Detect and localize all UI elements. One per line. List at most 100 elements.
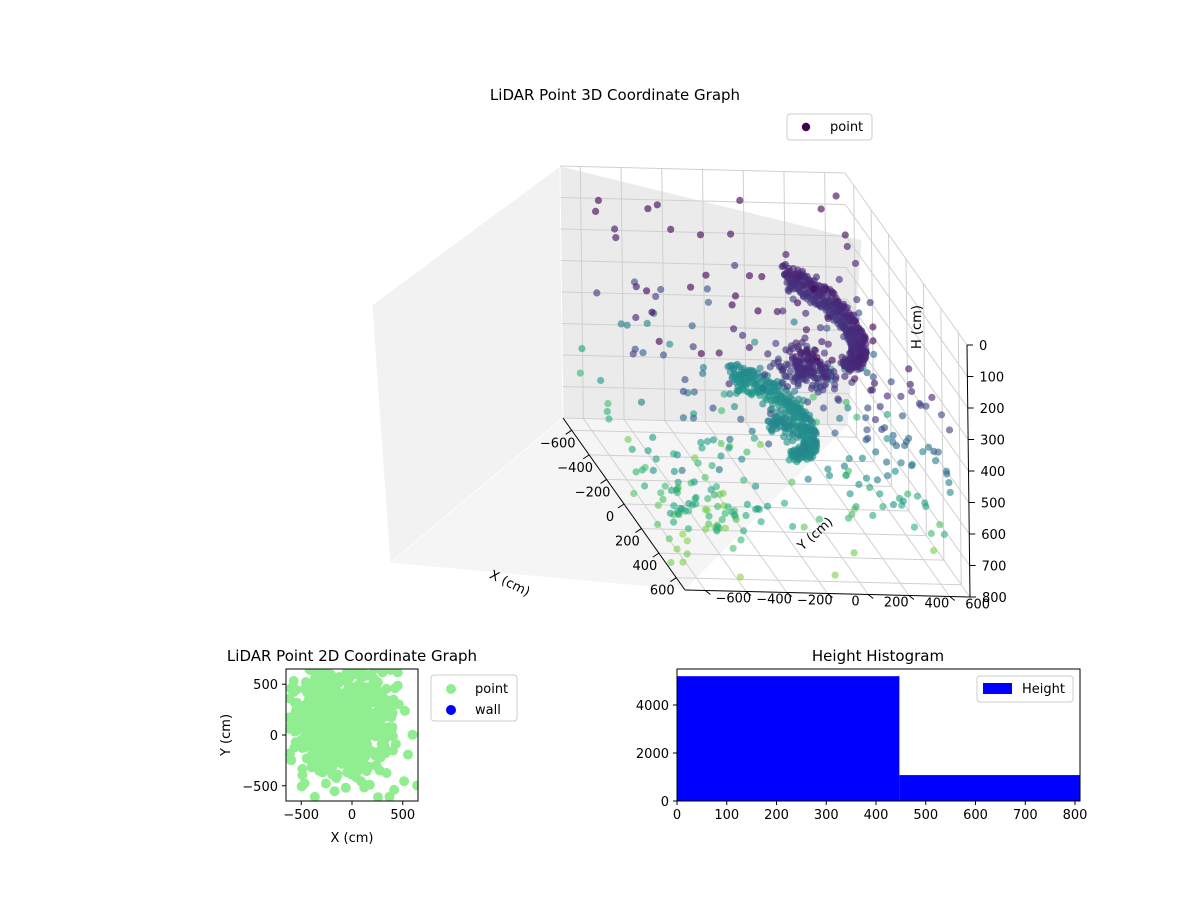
- point-3d: [946, 488, 954, 496]
- point-3d: [659, 495, 667, 503]
- point-3d: [670, 467, 679, 475]
- point-2d: [331, 747, 342, 758]
- point-3d: [925, 443, 933, 451]
- point-3d: [767, 419, 775, 427]
- point-3d: [704, 495, 712, 503]
- y-tick-label-2d: 500: [253, 678, 278, 693]
- points-2d: [286, 669, 418, 801]
- point-2d: [296, 781, 307, 792]
- point-3d: [779, 379, 787, 387]
- point-3d: [810, 285, 818, 293]
- point-3d: [673, 451, 681, 459]
- x-tick-label-2d: 0: [348, 808, 356, 823]
- point-3d: [917, 401, 925, 409]
- point-3d: [628, 445, 636, 453]
- point-3d: [892, 442, 901, 450]
- point-3d: [604, 400, 612, 408]
- point-3d: [867, 386, 875, 394]
- point-3d: [818, 338, 826, 346]
- point-3d: [765, 440, 773, 448]
- point-3d: [759, 400, 767, 408]
- point-3d: [820, 349, 829, 357]
- point-2d: [320, 699, 331, 710]
- point-3d: [841, 231, 849, 239]
- point-3d: [704, 298, 713, 306]
- point-2d: [288, 676, 299, 686]
- point-3d: [667, 558, 675, 567]
- y-tick-mark-3d: [827, 593, 833, 598]
- point-2d: [359, 741, 370, 752]
- point-2d: [349, 735, 360, 746]
- point-2d: [403, 749, 413, 760]
- point-3d: [832, 373, 840, 381]
- point-3d: [883, 458, 891, 466]
- point-3d: [751, 338, 759, 346]
- point-2d: [327, 720, 338, 731]
- histogram-ticks: 0 100 200 300 400 500 600 700 800 0 2000 4000: [636, 699, 1088, 823]
- point-3d: [869, 337, 877, 345]
- point-3d: [661, 482, 669, 490]
- point-3d: [878, 425, 886, 433]
- point-3d: [802, 309, 810, 317]
- point-3d: [715, 466, 723, 474]
- point-3d: [922, 402, 930, 410]
- x-tick-label-hist: 800: [1063, 808, 1088, 823]
- point-3d: [891, 467, 899, 475]
- z-tick-label-3d: 100: [979, 371, 1004, 386]
- grid-line-z: [561, 323, 847, 331]
- point-3d: [785, 361, 793, 369]
- point-3d: [838, 353, 846, 361]
- point-2d: [392, 669, 403, 678]
- legend-3d: point: [786, 113, 873, 141]
- grid-line-y: [623, 419, 747, 592]
- point-3d: [855, 480, 863, 488]
- point-3d: [736, 573, 745, 581]
- point-3d: [745, 343, 754, 352]
- chart-histogram: Height Histogram 0 100 200 300 400 500 600 700 8…: [636, 647, 1088, 823]
- point-3d: [714, 523, 722, 531]
- point-3d: [852, 503, 860, 511]
- point-2d: [362, 730, 373, 741]
- point-3d: [800, 523, 808, 531]
- point-3d: [841, 372, 849, 380]
- point-3d: [748, 427, 756, 435]
- point-3d: [945, 426, 954, 434]
- point-3d: [823, 324, 831, 332]
- y-tick-mark-3d: [949, 596, 955, 601]
- point-3d: [632, 283, 640, 291]
- grid-line-y: [745, 422, 869, 595]
- point-3d: [670, 502, 678, 510]
- legend-histogram-label: Height: [1022, 682, 1065, 697]
- point-3d: [696, 231, 705, 239]
- y-tick-label-2d: 0: [270, 729, 278, 744]
- point-3d: [870, 350, 878, 358]
- point-3d: [791, 362, 800, 370]
- x-tick-mark-3d: [565, 429, 572, 435]
- histogram-frame: [676, 668, 1081, 802]
- point-3d: [750, 434, 758, 442]
- point-3d: [707, 486, 715, 494]
- grid-line-z: [559, 165, 846, 174]
- point-3d: [641, 482, 649, 490]
- point-3d: [845, 455, 853, 463]
- point-2d: [386, 702, 397, 713]
- point-3d: [842, 398, 850, 406]
- point-3d: [853, 413, 861, 421]
- point-3d: [705, 520, 713, 528]
- point-3d: [730, 325, 738, 333]
- point-3d: [824, 340, 832, 348]
- point-3d: [702, 271, 710, 279]
- point-3d: [612, 234, 620, 242]
- point-3d: [790, 377, 798, 385]
- point-3d: [783, 383, 792, 391]
- legend-2d-label-wall: wall: [475, 703, 501, 718]
- point-3d: [605, 415, 613, 423]
- point-3d: [654, 501, 662, 509]
- point-2d: [331, 773, 342, 783]
- legend-histogram-swatch: [983, 683, 1012, 694]
- point-3d: [717, 439, 725, 448]
- point-2d: [349, 669, 360, 676]
- point-2d: [388, 745, 398, 756]
- grid-3d: [559, 165, 971, 598]
